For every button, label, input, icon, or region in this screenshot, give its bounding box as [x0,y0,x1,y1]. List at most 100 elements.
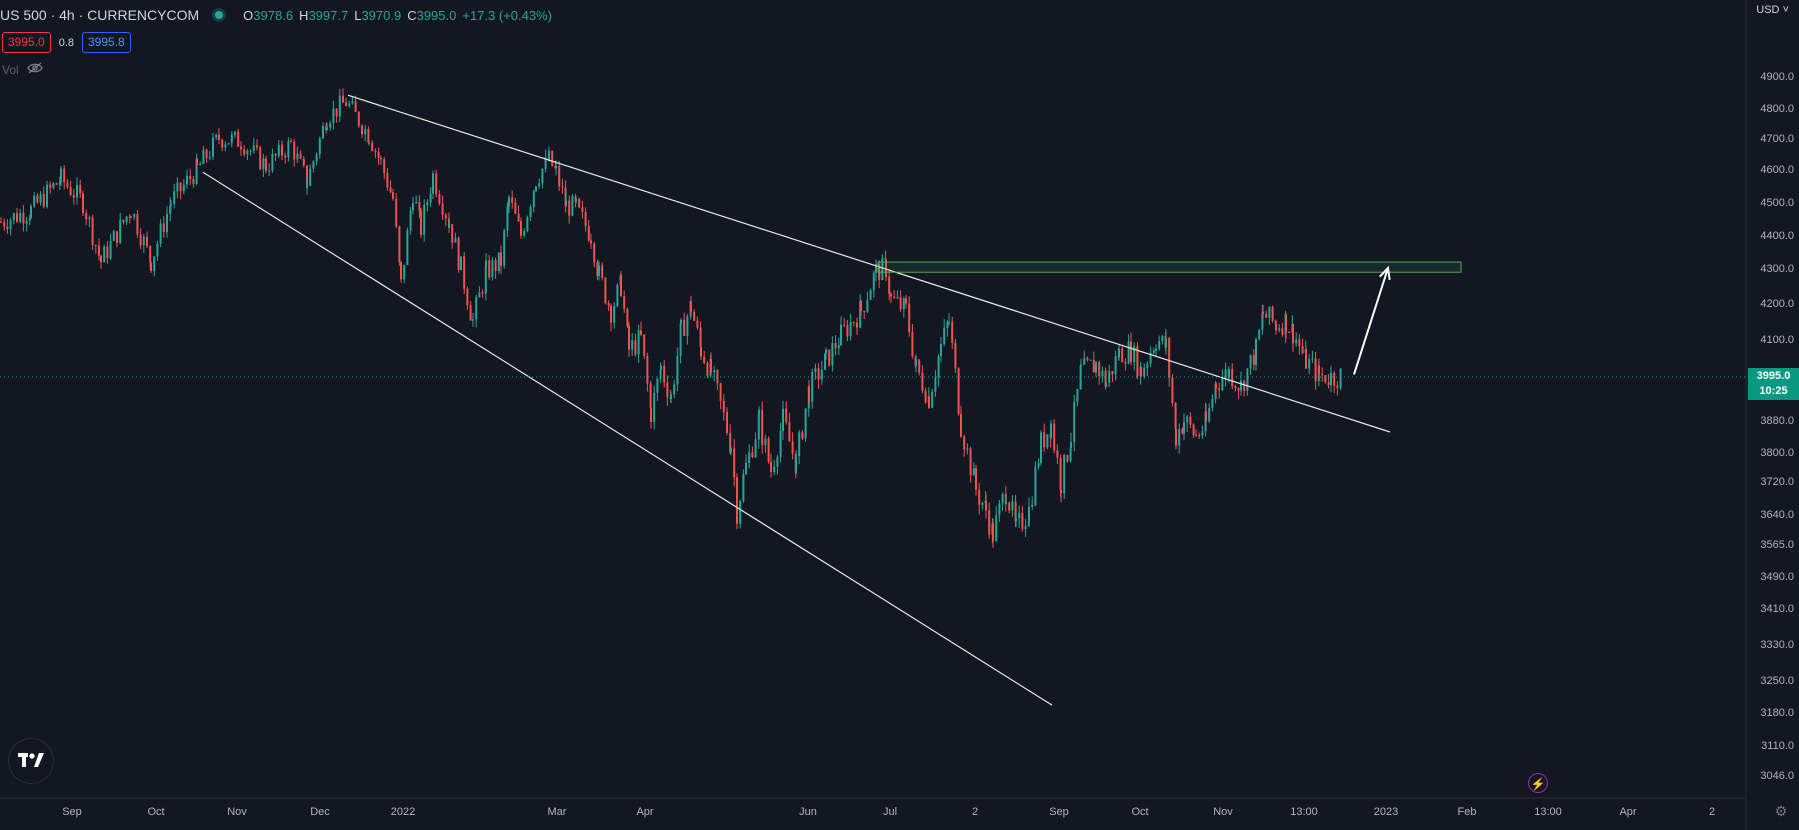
candle-body [265,158,267,171]
candle-body [256,145,258,148]
candle-body [856,322,858,328]
candle-body [1318,365,1320,375]
symbol-title[interactable]: US 500 · 4h · CURRENCYCOM [0,7,200,23]
currency-selector[interactable]: USD ˅ [1756,4,1789,16]
candle-body [532,190,535,207]
candle-body [46,184,48,207]
buy-price-button[interactable]: 3995.8 [82,32,131,53]
candle-body [469,305,472,321]
candle-body [710,359,712,373]
current-price-tag: 3995.0 10:25 [1748,368,1799,400]
candle-body [754,439,757,458]
candle-body [1305,349,1307,369]
candle-body [1301,346,1304,353]
candle-body [3,222,6,227]
candle-body [1215,383,1217,389]
price-tick-label: 3410.0 [1760,603,1794,615]
candle-body [1275,324,1277,331]
time-tick-label: Dec [310,806,330,818]
candle-body [162,223,165,233]
candle-body [761,410,764,446]
candle-body [843,324,846,326]
tradingview-logo-icon[interactable] [8,738,54,784]
volume-indicator[interactable]: Vol [2,62,43,77]
candle-body [1195,435,1197,437]
candle-body [1014,501,1017,522]
price-axis[interactable]: 4900.0 4800.0 4700.0 4600.0 4500.0 4400.0 4300… [1760,71,1794,782]
candle-body [578,198,581,208]
candle-body [1155,348,1157,351]
candle-body [1086,358,1089,361]
candle-body [202,150,205,164]
candle-body [849,322,852,337]
candle-body [544,157,547,169]
candle-body [758,410,760,415]
price-tick-label: 4800.0 [1760,103,1794,115]
candle-body [277,144,280,156]
candle-body [435,173,438,195]
candle-body [354,101,357,112]
time-tick-label: Jun [799,806,817,818]
candle-body [568,200,571,216]
candle-body [342,95,344,103]
candle-body [1262,312,1264,315]
candle-body [33,195,36,207]
candle-body [1101,370,1104,376]
price-tick-label: 4100.0 [1760,334,1794,346]
candle-body [571,196,574,216]
candle-body [785,408,788,423]
price-tick-label: 4500.0 [1760,197,1794,209]
candle-body [49,184,52,188]
candle-body [448,224,450,228]
candle-body [1268,306,1271,318]
high-label: H [299,7,309,23]
candle-body [680,319,682,324]
candle-body [488,260,491,278]
candle-body [1237,388,1240,391]
candle-body [866,299,869,312]
candle-body [1288,332,1291,334]
candle-body [972,468,975,476]
gear-icon[interactable]: ⚙ [1774,803,1788,819]
candle-body [514,202,517,214]
candle-body [593,243,596,263]
candle-body [1327,382,1330,386]
lightning-icon[interactable]: ⚡ [1528,773,1548,793]
candle-body [943,327,946,344]
candle-body [1121,348,1124,363]
candle-body [1243,380,1246,391]
candle-body [626,308,629,327]
candle-body [116,231,118,243]
candle-body [523,231,526,236]
candle-body [520,221,522,236]
candle-body [653,392,656,423]
candle-body [0,221,2,223]
candle-body [170,203,172,206]
candle-body [791,441,794,454]
candle-body [293,141,296,160]
candle-body [726,412,728,434]
sell-price-button[interactable]: 3995.0 [2,32,51,53]
candle-body [869,290,872,300]
candle-body [716,370,719,384]
candle-body [485,260,487,267]
candle-body [1168,338,1171,378]
candle-body [1124,362,1127,364]
candle-body [902,298,905,310]
candle-body [1011,501,1014,511]
eye-off-icon[interactable] [26,62,43,77]
candle-body [491,260,494,278]
candle-body [899,297,902,310]
candle-body [215,134,218,138]
candle-body [757,414,760,440]
candle-body [309,168,312,186]
candle-body [60,168,62,183]
candle-body [39,193,42,203]
low-value: 3970.9 [361,7,402,23]
time-tick-label: 13:00 [1290,806,1318,818]
candle-body [52,183,55,188]
candle-body [565,200,567,207]
candle-body [1118,348,1120,358]
time-axis[interactable]: Sep Oct Nov Dec 2022 Mar Apr Jun Jul 2 Sep Oct Nov 13… [0,797,1746,818]
